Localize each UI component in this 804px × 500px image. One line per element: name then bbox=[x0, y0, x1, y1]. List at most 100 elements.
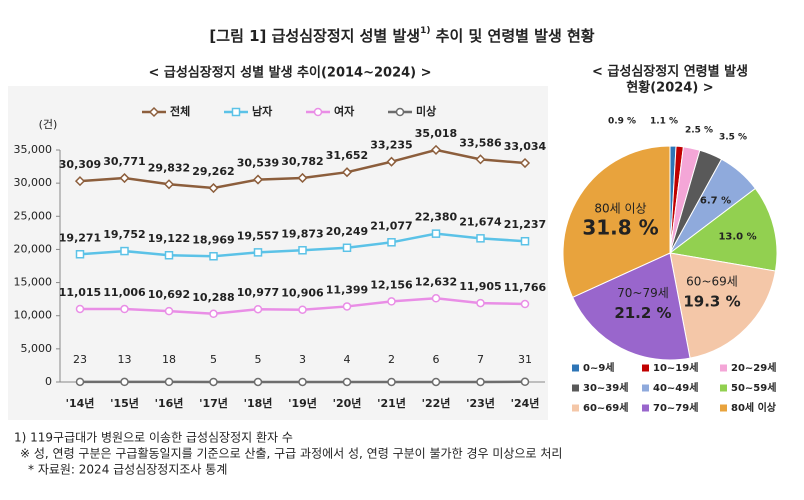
pie-slice bbox=[668, 187, 778, 272]
data-label: 2.5 % bbox=[685, 126, 713, 136]
data-label: 30,539 bbox=[237, 157, 279, 170]
data-label: 19,122 bbox=[148, 232, 190, 245]
legend-label: 미상 bbox=[416, 104, 436, 118]
slice-category: 70~79세 bbox=[617, 286, 669, 300]
data-label: 0.9 % bbox=[608, 117, 636, 127]
marker bbox=[119, 172, 130, 184]
data-label: 11,015 bbox=[59, 286, 101, 299]
x-tick-label: '16년 bbox=[155, 396, 184, 410]
data-label: 33,235 bbox=[370, 139, 412, 152]
marker bbox=[395, 107, 405, 117]
title-sup: 1) bbox=[420, 26, 430, 36]
data-label: 3 bbox=[299, 353, 306, 366]
legend-label: 20~29세 bbox=[731, 361, 776, 374]
data-label: 29,262 bbox=[192, 165, 234, 178]
pie-slice bbox=[669, 252, 777, 359]
y-tick-label: 30,000 bbox=[14, 176, 53, 189]
data-label: 11,006 bbox=[103, 286, 146, 299]
marker bbox=[120, 304, 129, 314]
data-label: 21,237 bbox=[504, 218, 546, 231]
data-label: 18,969 bbox=[192, 233, 234, 246]
marker bbox=[342, 302, 352, 311]
x-tick-label: '22년 bbox=[422, 396, 451, 410]
data-label: 1.1 % bbox=[650, 117, 678, 127]
marker bbox=[75, 377, 85, 387]
marker bbox=[74, 176, 86, 187]
data-label: 3.5 % bbox=[719, 133, 747, 143]
data-label: 19,873 bbox=[281, 227, 323, 240]
data-label: 23 bbox=[73, 353, 87, 366]
data-label: 31 bbox=[518, 353, 532, 366]
data-label: 13.0 % bbox=[718, 232, 756, 243]
slice-category: 60~69세 bbox=[686, 275, 738, 289]
marker bbox=[313, 107, 323, 117]
legend-label: 60~69세 bbox=[583, 401, 628, 414]
y-tick-label: 35,000 bbox=[14, 143, 53, 156]
marker bbox=[253, 304, 263, 314]
y-tick-label: 20,000 bbox=[14, 242, 53, 255]
data-label: 6 bbox=[433, 353, 440, 366]
data-label: 18 bbox=[162, 353, 176, 366]
data-label: 11,905 bbox=[459, 280, 501, 293]
data-label: 11,399 bbox=[326, 283, 368, 296]
data-label: 10,977 bbox=[237, 286, 279, 299]
data-label: 21,674 bbox=[459, 215, 502, 228]
data-label: 31,652 bbox=[326, 149, 368, 162]
legend-swatch bbox=[572, 404, 579, 412]
marker bbox=[387, 377, 396, 387]
x-tick-label: '24년 bbox=[511, 396, 540, 410]
marker bbox=[520, 377, 530, 387]
data-label: 10,288 bbox=[192, 291, 234, 304]
marker bbox=[75, 304, 85, 314]
y-unit: (건) bbox=[39, 118, 58, 131]
legend-label: 여자 bbox=[334, 104, 355, 118]
marker bbox=[253, 248, 263, 257]
data-label: 20,249 bbox=[326, 225, 368, 238]
marker bbox=[520, 236, 530, 246]
marker bbox=[75, 250, 85, 259]
marker bbox=[520, 299, 530, 309]
pie-title: < 급성심장정지 연령별 발생 bbox=[592, 64, 748, 80]
marker bbox=[430, 144, 442, 155]
y-tick-label: 25,000 bbox=[14, 209, 53, 222]
marker bbox=[519, 157, 531, 169]
data-label: 4 bbox=[344, 353, 351, 366]
data-label: 12,632 bbox=[415, 275, 457, 288]
marker bbox=[253, 377, 263, 387]
data-label: 13 bbox=[118, 353, 132, 366]
data-label: 33,586 bbox=[459, 136, 502, 149]
data-label: 5 bbox=[255, 353, 262, 366]
legend-swatch bbox=[642, 364, 649, 372]
data-label: 2 bbox=[388, 353, 395, 366]
legend-label: 50~59세 bbox=[731, 381, 776, 394]
footnote: ※ 성, 연령 구분은 구급활동일지를 기준으로 산출, 구급 과정에서 성, … bbox=[20, 447, 562, 461]
marker bbox=[476, 234, 485, 243]
marker bbox=[431, 229, 441, 238]
legend-label: 80세 이상 bbox=[731, 401, 777, 414]
marker bbox=[341, 167, 353, 178]
marker bbox=[298, 246, 307, 255]
data-label: 30,782 bbox=[281, 155, 323, 168]
data-label: 19.3 % bbox=[683, 293, 740, 311]
legend-label: 70~79세 bbox=[653, 401, 698, 414]
x-tick-label: '18년 bbox=[244, 396, 273, 410]
marker bbox=[387, 297, 396, 306]
marker bbox=[252, 174, 264, 185]
marker bbox=[231, 107, 241, 117]
y-tick-label: 15,000 bbox=[14, 276, 53, 289]
title-main: [그림 1] 급성심장정지 성별 발생 bbox=[209, 27, 420, 45]
legend-label: 0~9세 bbox=[583, 361, 615, 374]
marker bbox=[120, 377, 129, 387]
marker bbox=[209, 252, 218, 261]
line-chart-title: < 급성심장정지 성별 발생 추이(2014~2024) > bbox=[148, 65, 431, 81]
legend-label: 40~49세 bbox=[653, 381, 698, 394]
marker bbox=[208, 182, 219, 194]
legend-label: 10~19세 bbox=[653, 361, 698, 374]
pie-title: 현황(2024) > bbox=[626, 80, 713, 96]
y-tick-label: 5,000 bbox=[21, 342, 53, 355]
data-label: 22,380 bbox=[415, 211, 458, 224]
data-label: 21.2 % bbox=[614, 304, 671, 322]
marker bbox=[298, 377, 307, 387]
marker bbox=[476, 377, 485, 387]
